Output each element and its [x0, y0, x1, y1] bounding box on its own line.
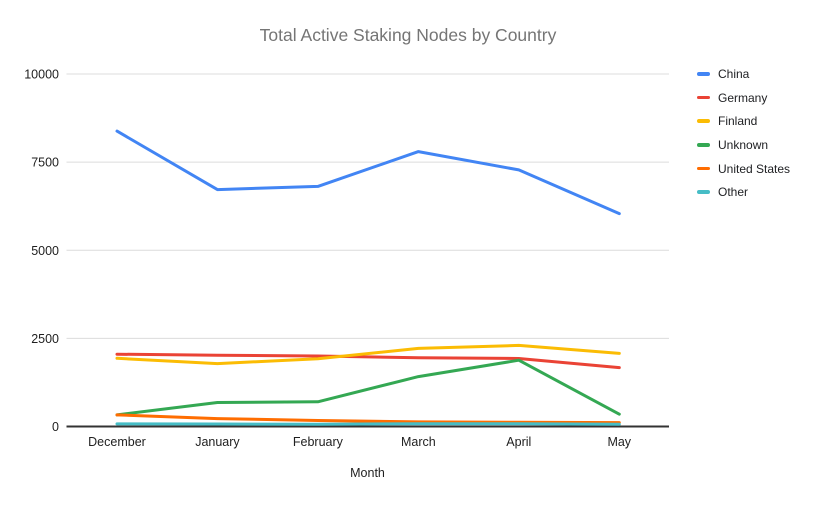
y-tick-label-10000: 10000: [24, 68, 59, 82]
legend-label-china: China: [718, 66, 750, 81]
legend-item-germany: Germany: [697, 86, 816, 110]
legend: China Germany Finland Unknown United States O…: [697, 62, 816, 204]
legend-item-united-states: United States: [697, 157, 816, 181]
legend-swatch-other: [697, 190, 710, 195]
series-line-united-states: [115, 413, 621, 425]
legend-item-unknown: Unknown: [697, 133, 816, 157]
series-line-finland: [115, 343, 621, 366]
series-line-china: [115, 129, 621, 216]
legend-label-finland: Finland: [718, 114, 758, 129]
legend-swatch-germany: [697, 95, 710, 100]
legend-label-unknown: Unknown: [718, 137, 769, 152]
legend-swatch-china: [697, 72, 710, 76]
chart-title: Total Active Staking Nodes by Country: [259, 25, 557, 45]
x-tick-label-february: February: [293, 435, 344, 449]
y-tick-label-0: 0: [52, 420, 59, 434]
y-tick-label-2500: 2500: [31, 332, 59, 346]
legend-swatch-united-states: [697, 166, 710, 171]
legend-item-other: Other: [697, 180, 816, 204]
x-tick-label-may: May: [607, 435, 631, 449]
legend-label-germany: Germany: [718, 90, 768, 105]
series-line-unknown: [115, 358, 621, 417]
x-tick-label-december: December: [88, 435, 146, 449]
legend-swatch-unknown: [697, 143, 710, 147]
plot-area: 0 2500 5000 7500 10000 December January Februar…: [24, 68, 669, 449]
legend-label-other: Other: [718, 185, 749, 200]
legend-swatch-finland: [697, 119, 710, 124]
legend-label-united-states: United States: [718, 161, 791, 176]
series-line-germany: [115, 352, 621, 370]
x-axis-title: Month: [350, 466, 385, 480]
y-tick-label-5000: 5000: [31, 244, 59, 258]
legend-item-finland: Finland: [697, 109, 816, 133]
x-tick-label-january: January: [195, 435, 240, 449]
y-tick-label-7500: 7500: [31, 156, 59, 170]
x-tick-label-april: April: [506, 435, 531, 449]
x-tick-label-march: March: [401, 435, 436, 449]
legend-item-china: China: [697, 62, 816, 86]
series-line-other: [115, 422, 621, 426]
